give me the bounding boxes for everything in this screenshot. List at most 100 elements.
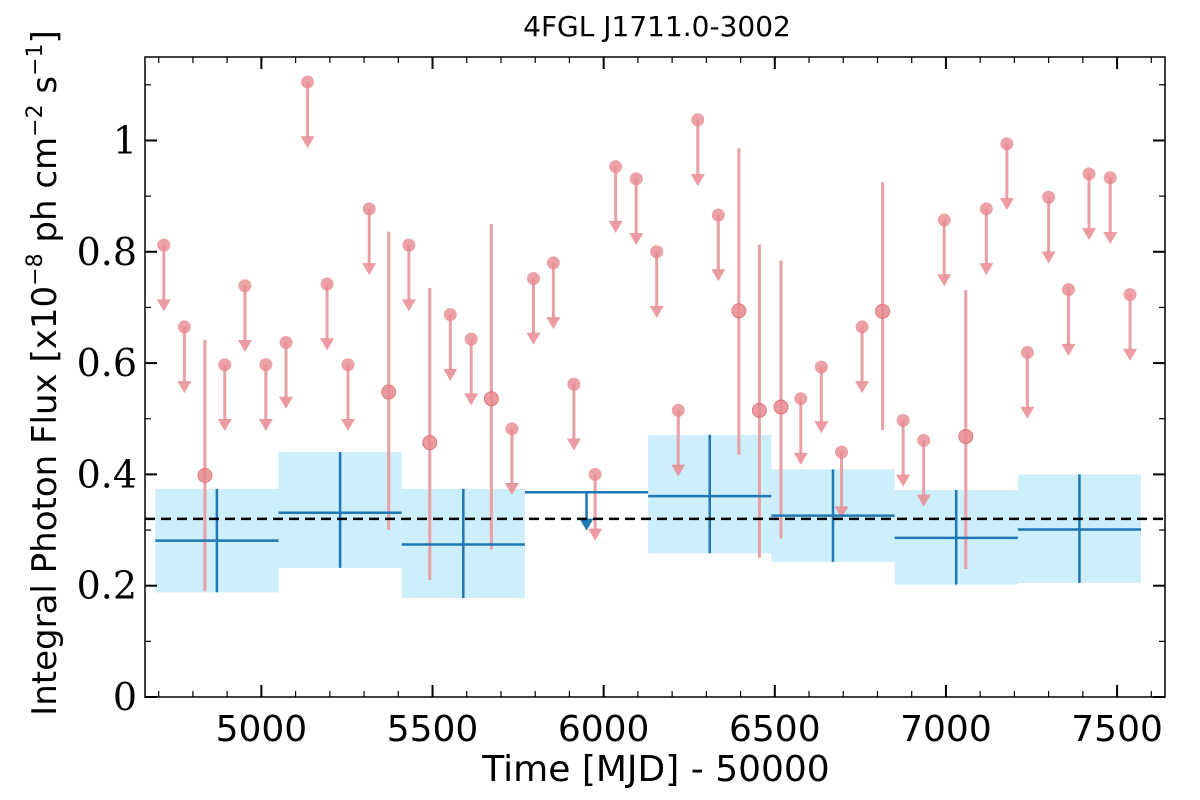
upper-limit-arrow <box>362 263 377 276</box>
upper-limit-arrow <box>546 317 561 330</box>
upper-limit-point <box>1000 137 1014 151</box>
upper-limit-arrow <box>300 136 315 149</box>
upper-limit-point <box>1103 171 1117 185</box>
fine-upper-limit <box>177 320 192 394</box>
fine-upper-limit <box>588 467 603 541</box>
fine-upper-limit <box>916 433 931 507</box>
upper-limit-point <box>546 256 560 270</box>
fine-upper-limit <box>156 238 171 312</box>
upper-limit-point <box>157 238 171 252</box>
upper-limit-arrow <box>711 269 726 282</box>
upper-limit-arrow <box>814 421 829 434</box>
upper-limit-point <box>629 172 643 186</box>
plot-axes: 5000 5500 6000 6500 7000 7500 0 0.2 0.4 0.6 0.8 1 <box>77 56 1166 750</box>
fine-upper-limit <box>629 172 644 246</box>
upper-limit-point <box>609 160 623 174</box>
upper-limit-point <box>691 113 705 127</box>
fine-detection <box>731 148 747 455</box>
upper-limit-point <box>896 413 910 427</box>
fine-upper-limit <box>566 377 581 451</box>
fine-upper-limit <box>320 277 335 351</box>
upper-limit-point <box>259 358 273 372</box>
fine-detection <box>751 244 767 558</box>
fine-upper-limit <box>279 335 294 409</box>
upper-limit-point <box>505 422 519 436</box>
fine-upper-limit <box>300 75 315 149</box>
upper-limit-arrow <box>979 263 994 276</box>
detection-point <box>483 391 499 407</box>
fine-upper-limit <box>793 392 808 465</box>
fine-upper-limit <box>1061 283 1076 356</box>
upper-limit-arrow <box>855 381 870 394</box>
upper-limit-point <box>464 332 478 346</box>
upper-limit-point <box>671 403 685 417</box>
detection-point <box>381 384 397 400</box>
upper-limit-arrow <box>258 418 273 431</box>
detection-point <box>875 303 891 319</box>
upper-limit-arrow <box>526 332 541 345</box>
fine-upper-limit <box>1020 346 1035 419</box>
fine-upper-limit <box>855 320 870 394</box>
upper-limit-point <box>320 277 334 291</box>
upper-limit-arrow <box>443 368 458 381</box>
coarse-bin-point <box>155 488 279 593</box>
upper-limit-arrow <box>1103 231 1118 244</box>
detection-point <box>958 429 974 445</box>
fine-upper-limit <box>896 413 911 487</box>
fine-detection <box>483 223 499 550</box>
upper-limit-arrow <box>177 381 192 394</box>
fine-detection <box>381 231 397 531</box>
upper-limit-arrow <box>1061 343 1076 356</box>
upper-limit-point <box>301 75 315 89</box>
fine-upper-limit <box>258 358 273 431</box>
upper-limit-point <box>1082 167 1096 181</box>
upper-limit-arrow <box>156 299 171 312</box>
upper-limit-point <box>855 320 869 334</box>
upper-limit-point <box>402 238 416 252</box>
x-tick-label: 6500 <box>729 709 821 750</box>
upper-limit-arrow <box>999 198 1014 211</box>
y-tick-label: 0.6 <box>77 341 137 385</box>
upper-limit-arrow <box>916 494 931 507</box>
upper-limit-arrow <box>690 174 705 187</box>
coarse-bin-point <box>648 434 772 554</box>
x-tick-label: 7000 <box>900 709 992 750</box>
fine-upper-limit <box>814 360 829 434</box>
fine-upper-limit <box>526 271 541 345</box>
y-tick-label: 0.2 <box>77 564 137 608</box>
fine-upper-limit <box>443 308 458 381</box>
upper-limit-point <box>814 360 828 374</box>
upper-limit-point <box>835 445 849 459</box>
fine-detection <box>958 290 974 569</box>
upper-limit-arrow <box>1020 406 1035 419</box>
fine-upper-limit <box>464 332 479 406</box>
detection-point <box>422 435 438 451</box>
upper-limit-point <box>917 433 931 447</box>
x-tick-label: 5000 <box>216 709 308 750</box>
upper-limit-arrow <box>1082 228 1097 241</box>
fine-upper-limit <box>979 202 994 276</box>
upper-limit-arrow <box>217 418 232 431</box>
fine-upper-limit <box>1123 288 1138 361</box>
fine-upper-limit <box>217 358 232 431</box>
fine-upper-limit <box>937 213 952 287</box>
coarse-bin-series <box>155 434 1142 598</box>
upper-limit-arrow <box>401 299 416 312</box>
plot-frame <box>144 56 1166 698</box>
detection-point <box>731 303 747 319</box>
upper-limit-point <box>979 202 993 216</box>
upper-limit-arrow <box>504 482 519 495</box>
fine-upper-limit <box>546 256 561 330</box>
upper-limit-point <box>1020 346 1034 360</box>
upper-limit-point <box>218 358 232 372</box>
fine-detection <box>422 287 438 581</box>
fine-upper-limit <box>711 208 726 282</box>
upper-limit-arrow <box>1041 251 1056 264</box>
coarse-bin-point <box>771 469 895 562</box>
fine-upper-limit <box>340 358 355 431</box>
fine-upper-limit <box>1103 171 1118 244</box>
coarse-upper-limit-arrow <box>579 518 594 531</box>
upper-limit-point <box>1123 288 1137 302</box>
upper-limit-arrow <box>588 528 603 541</box>
upper-limit-arrow <box>566 438 581 451</box>
